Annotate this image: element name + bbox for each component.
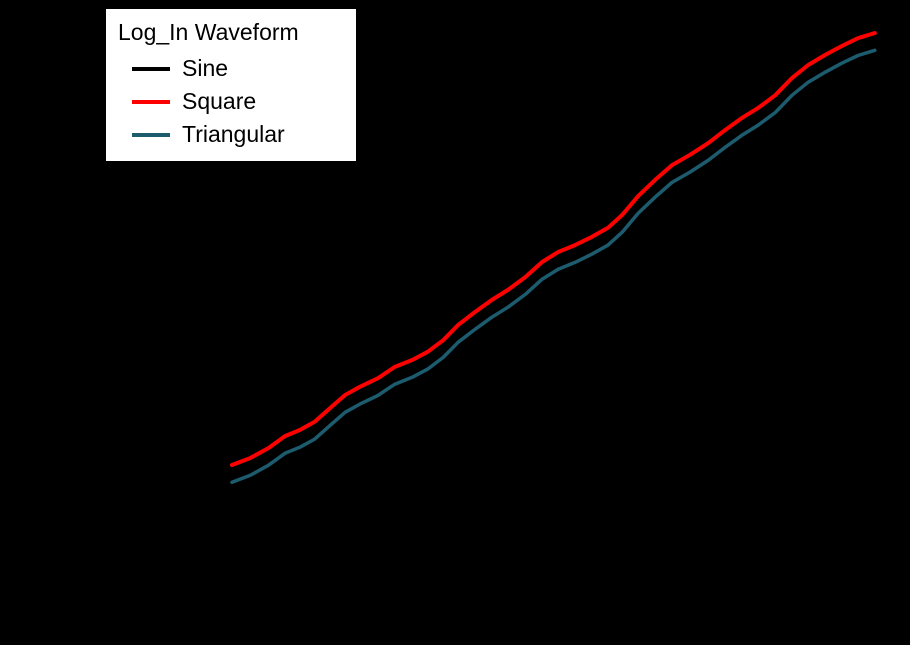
legend-item-label: Sine bbox=[182, 55, 229, 81]
legend-line-swatch bbox=[132, 66, 170, 71]
legend-box: Log_In Waveform Sine Square Triangular bbox=[105, 8, 357, 162]
series-line-triangular bbox=[230, 48, 877, 485]
legend-item-label: Triangular bbox=[182, 121, 285, 147]
legend-item-square: Square bbox=[118, 85, 346, 118]
legend-item-sine: Sine bbox=[118, 52, 346, 85]
legend-item-triangular: Triangular bbox=[118, 118, 346, 151]
legend-line-swatch bbox=[132, 99, 170, 104]
legend-items: Sine Square Triangular bbox=[118, 52, 346, 151]
legend-line-swatch bbox=[132, 132, 170, 137]
series-line-square bbox=[230, 31, 877, 467]
legend-item-label: Square bbox=[182, 88, 257, 114]
legend-title: Log_In Waveform bbox=[118, 19, 299, 45]
